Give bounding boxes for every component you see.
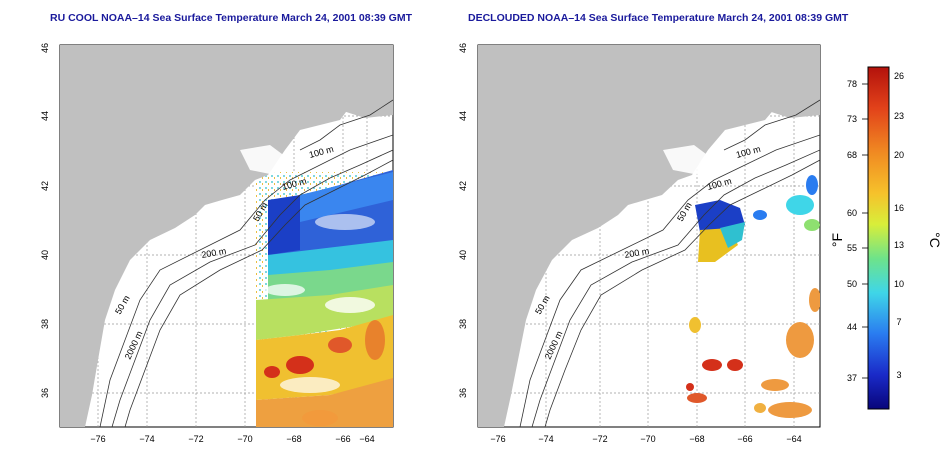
f-tick: 55 (847, 243, 857, 253)
lon-tick: −70 (640, 434, 655, 444)
right-map: −76 −74 −72 −70 −68 −66 −64 36 38 40 42 … (458, 43, 821, 444)
lon-tick: −68 (286, 434, 301, 444)
c-tick: 16 (894, 203, 904, 213)
c-tick: 23 (894, 111, 904, 121)
c-tick: 13 (894, 240, 904, 250)
celsius-label: °C (927, 232, 943, 248)
f-tick: 50 (847, 279, 857, 289)
lat-tick: 46 (458, 43, 468, 53)
lat-tick: 38 (40, 319, 50, 329)
lon-tick: −66 (335, 434, 350, 444)
lon-tick: −72 (592, 434, 607, 444)
c-tick: 7 (896, 317, 901, 327)
colorbar-gradient (867, 66, 890, 410)
lon-tick: −68 (689, 434, 704, 444)
left-sst-data (256, 170, 393, 427)
lat-tick: 42 (40, 181, 50, 191)
lat-tick: 44 (40, 111, 50, 121)
lon-tick: −74 (538, 434, 553, 444)
colorbar-c-ticks: 26 23 20 16 13 10 7 3 (894, 71, 904, 380)
c-tick: 26 (894, 71, 904, 81)
contour-label: 200 m (624, 246, 650, 260)
lon-tick: −72 (188, 434, 203, 444)
right-land (478, 45, 820, 427)
lat-tick: 46 (40, 43, 50, 53)
left-map-title: RU COOL NOAA–14 Sea Surface Temperature … (50, 12, 413, 24)
right-bathymetry-contours (519, 99, 820, 427)
left-bathymetry-contours (99, 99, 393, 427)
contour-label: 200 m (201, 246, 227, 260)
left-map: −76 −74 −72 −70 −68 −66 −64 36 38 40 42 … (40, 43, 394, 444)
colorbar-tick-marks (862, 83, 868, 379)
lat-tick: 36 (458, 388, 468, 398)
lon-tick: −74 (139, 434, 154, 444)
left-land (60, 45, 393, 427)
lat-tick: 38 (458, 319, 468, 329)
right-map-title: DECLOUDED NOAA–14 Sea Surface Temperatur… (468, 12, 849, 24)
lon-tick: −64 (786, 434, 801, 444)
lat-tick: 44 (458, 111, 468, 121)
f-tick: 78 (847, 79, 857, 89)
f-tick: 68 (847, 150, 857, 160)
lat-tick: 40 (40, 250, 50, 260)
f-tick: 37 (847, 373, 857, 383)
lon-tick: −76 (90, 434, 105, 444)
f-tick: 60 (847, 208, 857, 218)
fahrenheit-label: °F (829, 233, 845, 247)
lon-tick: −70 (237, 434, 252, 444)
c-tick: 20 (894, 150, 904, 160)
colorbar-f-ticks: 78 73 68 60 55 50 44 37 (847, 79, 857, 383)
colorbar: 78 73 68 60 55 50 44 37 26 23 20 16 13 1… (829, 66, 943, 410)
right-axis-labels: −76 −74 −72 −70 −68 −66 −64 36 38 40 42 … (458, 43, 802, 444)
lon-tick: −76 (490, 434, 505, 444)
f-tick: 73 (847, 114, 857, 124)
f-tick: 44 (847, 322, 857, 332)
lon-tick: −64 (359, 434, 374, 444)
lat-tick: 36 (40, 388, 50, 398)
c-tick: 3 (896, 370, 901, 380)
left-axis-labels: −76 −74 −72 −70 −68 −66 −64 36 38 40 42 … (40, 43, 375, 444)
lon-tick: −66 (737, 434, 752, 444)
lat-tick: 40 (458, 250, 468, 260)
c-tick: 10 (894, 279, 904, 289)
lat-tick: 42 (458, 181, 468, 191)
